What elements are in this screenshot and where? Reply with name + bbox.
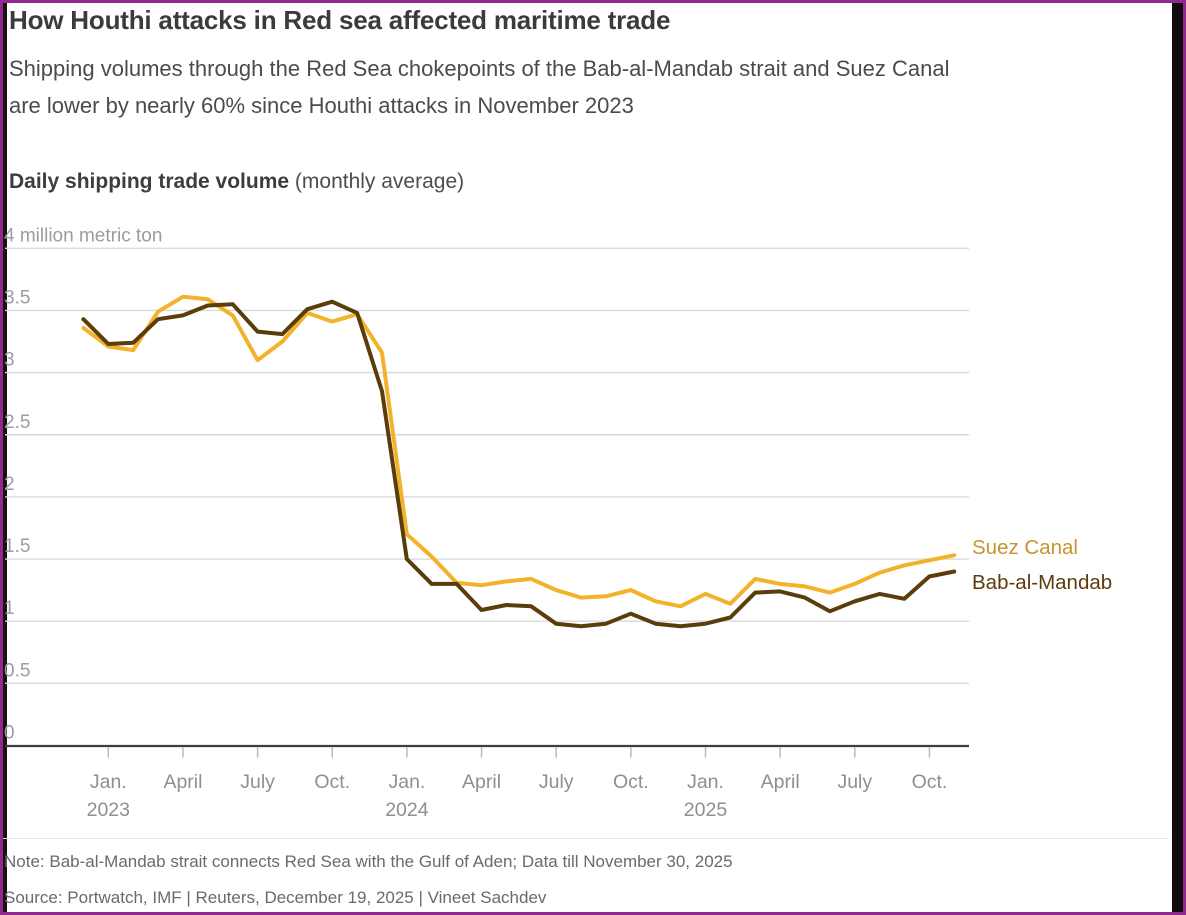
suez-canal-line — [81, 294, 957, 609]
y-axis-label: 0 — [4, 723, 15, 744]
x-axis-label: April — [462, 771, 501, 793]
x-axis-label: July — [837, 771, 872, 793]
footer-divider — [3, 838, 1169, 839]
left-edge-band — [0, 0, 7, 915]
x-axis-year-label: 2025 — [684, 799, 728, 821]
x-axis-year-label: 2023 — [87, 799, 130, 821]
chart-heading-bold: Daily shipping trade volume — [9, 170, 290, 193]
y-axis-label: 1 — [4, 598, 15, 619]
x-axis-label: Jan. — [388, 771, 425, 793]
x-axis-label: Oct. — [314, 771, 350, 793]
x-axis-label: Oct. — [912, 771, 948, 793]
footnote: Note: Bab-al-Mandab strait connects Red … — [4, 852, 733, 871]
x-axis-label: July — [240, 771, 275, 793]
x-axis-label: April — [163, 771, 202, 793]
bab-al-mandab-line — [81, 299, 957, 629]
chart-subtitle: Shipping volumes through the Red Sea cho… — [9, 50, 949, 124]
x-axis-label: July — [539, 771, 574, 793]
x-axis-label: Oct. — [613, 771, 649, 793]
y-axis-label: 4 million metric ton — [4, 225, 162, 246]
subtitle-line-2: are lower by nearly 60% since Houthi att… — [9, 93, 634, 118]
page-title: How Houthi attacks in Red sea affected m… — [9, 5, 671, 35]
y-axis-label: 2 — [4, 474, 15, 495]
right-edge-band — [1172, 0, 1186, 915]
chart-heading-light: (monthly average) — [289, 170, 465, 193]
subtitle-line-1: Shipping volumes through the Red Sea cho… — [9, 56, 950, 81]
x-axis-label: Jan. — [687, 771, 724, 793]
y-axis-label: 3 — [4, 350, 15, 371]
x-axis-label: Jan. — [90, 771, 127, 793]
x-axis-label: April — [761, 771, 800, 793]
x-axis-year-label: 2024 — [385, 799, 429, 821]
y-axis-label: 2.5 — [4, 412, 30, 433]
legend-bab-al-mandab: Bab-al-Mandab — [972, 571, 1113, 594]
legend-suez-canal: Suez Canal — [972, 536, 1078, 559]
y-axis-label: 3.5 — [4, 287, 30, 308]
y-axis-label: 0.5 — [4, 660, 30, 681]
chart-heading: Daily shipping trade volume (monthly ave… — [9, 170, 464, 194]
y-axis-label: 1.5 — [4, 536, 30, 557]
source-line: Source: Portwatch, IMF | Reuters, Decemb… — [4, 888, 547, 907]
